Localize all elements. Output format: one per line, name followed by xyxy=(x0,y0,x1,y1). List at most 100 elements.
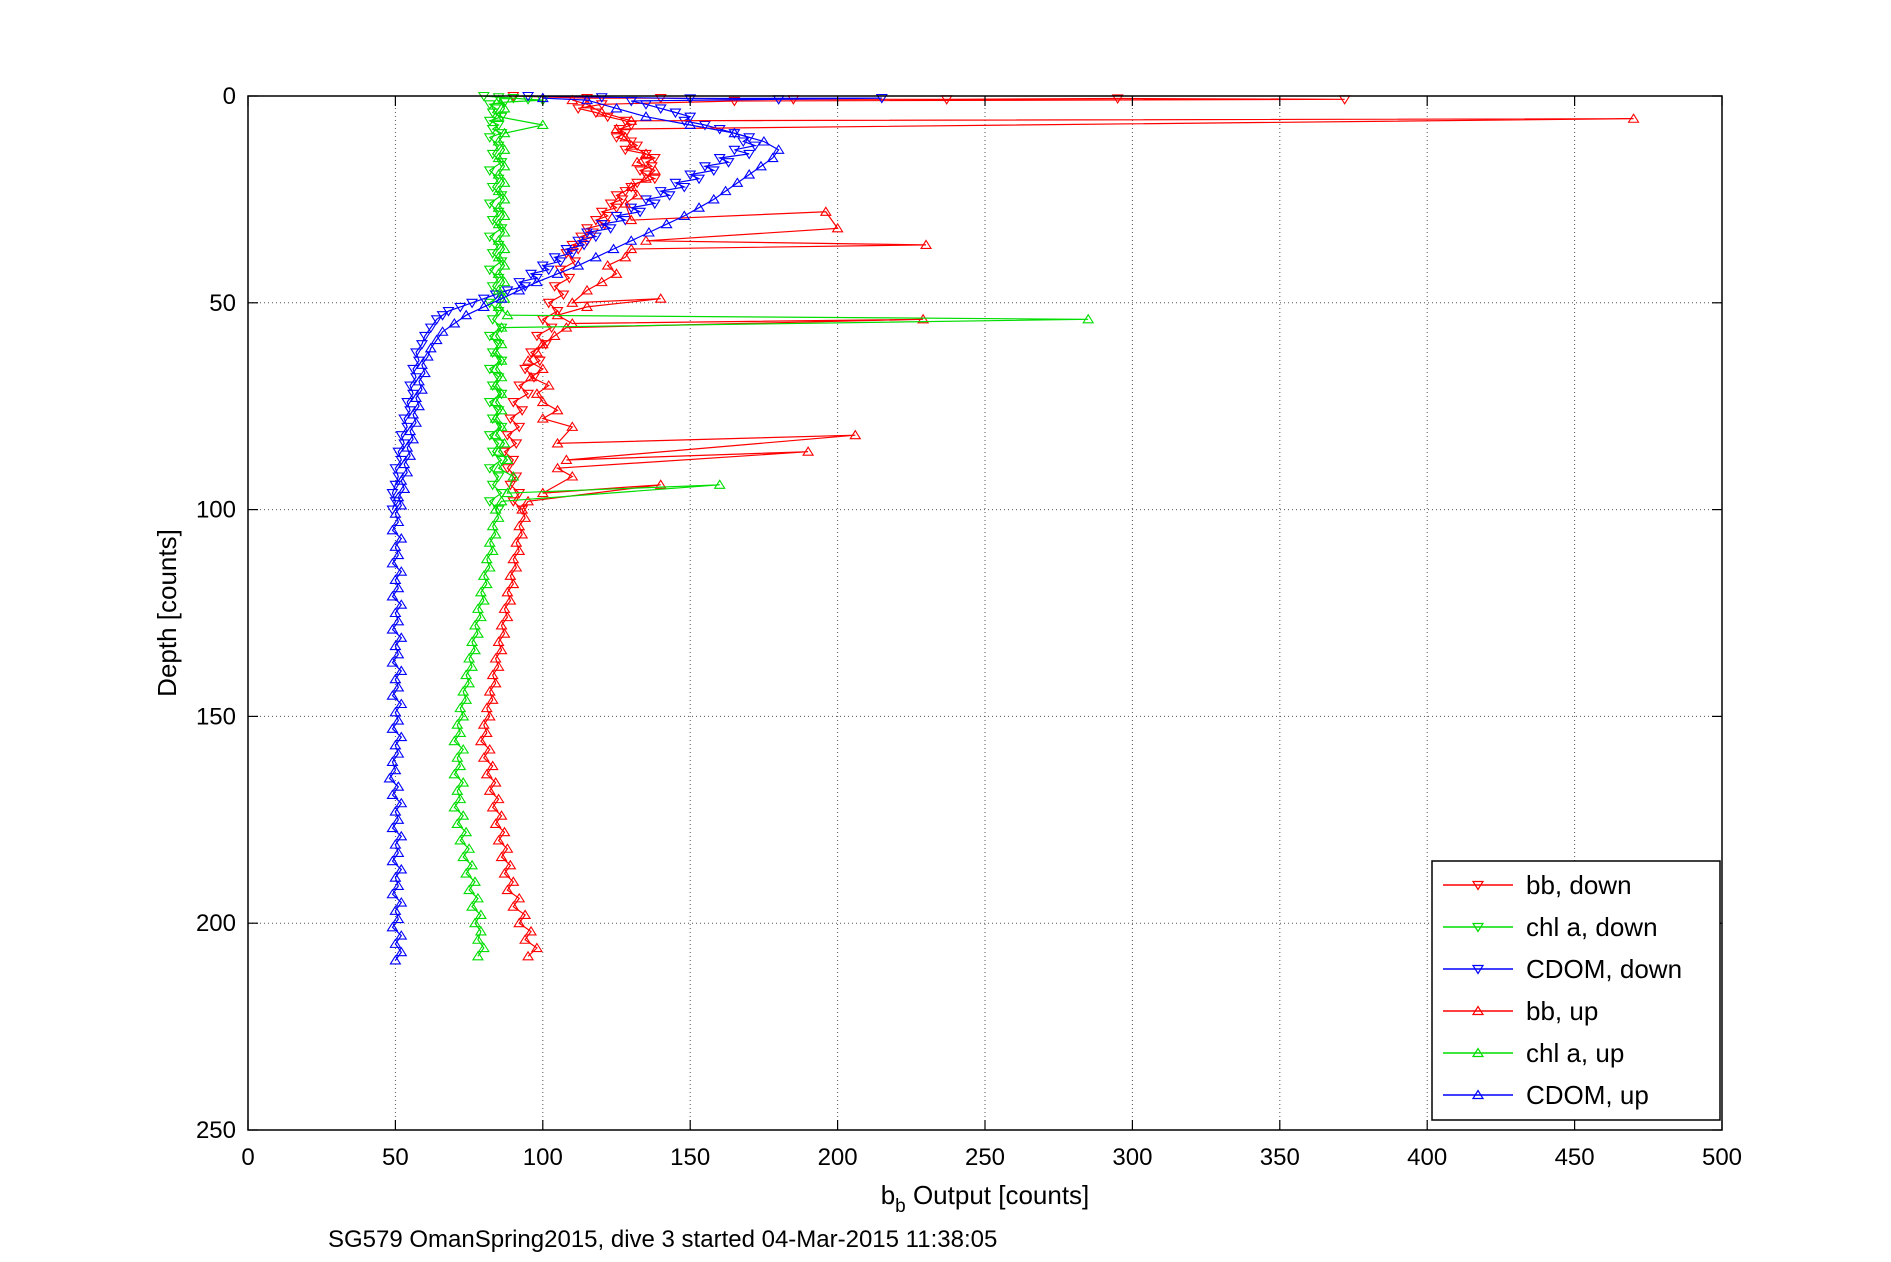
data-point xyxy=(713,153,726,164)
y-axis-label: Depth [counts] xyxy=(152,529,182,697)
data-point xyxy=(386,855,399,866)
data-point xyxy=(398,483,411,493)
data-point xyxy=(401,398,414,408)
data-point xyxy=(548,330,561,340)
data-point xyxy=(495,644,508,655)
data-point xyxy=(395,863,408,874)
data-point xyxy=(536,338,549,349)
data-point xyxy=(610,133,623,143)
x-tick-label: 500 xyxy=(1702,1144,1742,1171)
data-point xyxy=(386,657,399,667)
data-point xyxy=(486,801,499,812)
data-point xyxy=(743,149,756,160)
data-point xyxy=(648,153,661,164)
data-point xyxy=(463,843,476,853)
data-point xyxy=(601,260,614,270)
data-point xyxy=(516,504,529,514)
data-point xyxy=(398,414,411,425)
data-point xyxy=(581,94,594,104)
data-point xyxy=(504,480,517,491)
data-point xyxy=(389,541,402,551)
data-point xyxy=(495,495,508,506)
data-point xyxy=(698,162,711,172)
data-point xyxy=(684,119,697,130)
data-point xyxy=(495,388,508,398)
data-point xyxy=(395,566,408,576)
data-point xyxy=(595,107,608,117)
data-point xyxy=(495,619,508,630)
data-point xyxy=(634,207,647,218)
data-point xyxy=(513,545,526,556)
data-point xyxy=(831,222,844,233)
x-axis-label: bb Output [counts] xyxy=(881,1180,1090,1217)
data-point xyxy=(507,497,520,507)
data-point xyxy=(477,301,490,311)
data-point xyxy=(469,619,481,630)
data-point xyxy=(639,195,652,205)
data-point xyxy=(501,586,514,597)
data-point xyxy=(415,359,428,369)
data-point xyxy=(501,884,514,895)
x-tick-label: 300 xyxy=(1112,1144,1152,1171)
data-point xyxy=(566,297,579,307)
data-point xyxy=(486,125,499,135)
data-point xyxy=(392,714,405,725)
data-point xyxy=(392,516,405,527)
data-point xyxy=(492,235,505,245)
data-point xyxy=(395,896,408,907)
data-point xyxy=(480,768,493,779)
data-point xyxy=(489,777,502,787)
data-point xyxy=(595,93,608,103)
x-axis-label-main: b xyxy=(881,1180,895,1210)
data-point xyxy=(542,265,555,276)
data-point xyxy=(460,868,473,878)
data-point xyxy=(389,764,402,775)
data-point xyxy=(498,628,511,638)
legend-entries: bb, down chl a, down CDOM, down bb, up chl a… xyxy=(1443,870,1682,1110)
data-point xyxy=(404,425,417,436)
data-point xyxy=(522,950,535,961)
data-point xyxy=(707,166,720,176)
data-point xyxy=(495,355,508,365)
data-point xyxy=(392,781,405,791)
data-point xyxy=(492,93,505,103)
data-point xyxy=(395,599,408,609)
data-point xyxy=(743,169,756,179)
data-point xyxy=(557,290,570,301)
data-point xyxy=(610,203,623,214)
data-point xyxy=(498,102,511,113)
data-point xyxy=(460,669,473,680)
data-point xyxy=(486,694,499,704)
legend-label: CDOM, down xyxy=(1526,954,1682,984)
data-point xyxy=(654,104,667,114)
data-point xyxy=(678,182,691,193)
data-point xyxy=(451,752,464,762)
legend-label: chl a, up xyxy=(1526,1038,1624,1068)
data-point xyxy=(474,735,487,746)
data-point xyxy=(625,140,638,150)
data-point xyxy=(749,141,762,152)
data-point xyxy=(389,938,402,948)
data-point xyxy=(525,925,538,936)
data-point xyxy=(395,499,408,510)
data-point xyxy=(489,413,502,423)
data-point xyxy=(507,553,520,564)
data-point xyxy=(507,94,520,104)
data-point xyxy=(392,549,405,560)
x-axis-label-subscript: b xyxy=(895,1196,906,1217)
data-point xyxy=(389,508,402,518)
data-point xyxy=(483,265,496,276)
data-point xyxy=(639,173,652,183)
data-point xyxy=(474,586,487,597)
data-point xyxy=(389,464,402,474)
data-point xyxy=(495,421,508,431)
data-point xyxy=(392,913,405,924)
data-point xyxy=(513,520,526,531)
data-point xyxy=(395,930,408,940)
data-point xyxy=(460,309,473,320)
data-point xyxy=(436,326,449,336)
series-layer xyxy=(383,91,1640,965)
data-point xyxy=(412,375,425,386)
y-tick-label: 150 xyxy=(196,703,236,730)
data-point xyxy=(407,408,420,419)
